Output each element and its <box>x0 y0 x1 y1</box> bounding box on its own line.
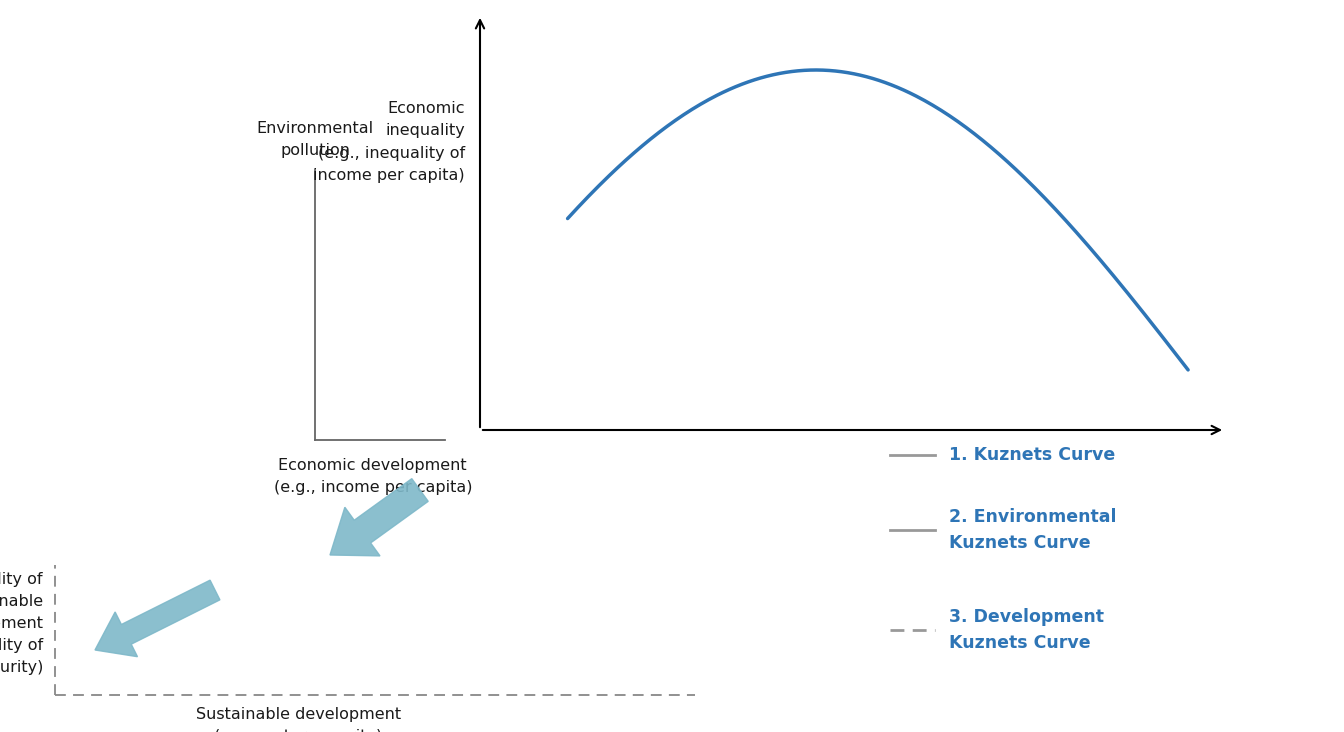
Text: Sustainable development
(e.g., water security): Sustainable development (e.g., water sec… <box>196 707 401 732</box>
Text: 3. Development
Kuznets Curve: 3. Development Kuznets Curve <box>949 608 1103 651</box>
Text: 1. Kuznets Curve: 1. Kuznets Curve <box>949 446 1116 464</box>
Text: 2. Environmental
Kuznets Curve: 2. Environmental Kuznets Curve <box>949 509 1117 551</box>
FancyArrow shape <box>95 580 220 657</box>
Text: Economic
inequality
(e.g., inequality of
income per capita): Economic inequality (e.g., inequality of… <box>313 101 465 183</box>
Text: Inequality of
sustainable
development
(e.g., inequality of
water security): Inequality of sustainable development (e… <box>0 572 43 676</box>
Text: Environmental
pollution: Environmental pollution <box>257 121 374 158</box>
Text: Economic development
(e.g., income per capita): Economic development (e.g., income per c… <box>273 458 472 496</box>
FancyArrow shape <box>331 479 429 556</box>
